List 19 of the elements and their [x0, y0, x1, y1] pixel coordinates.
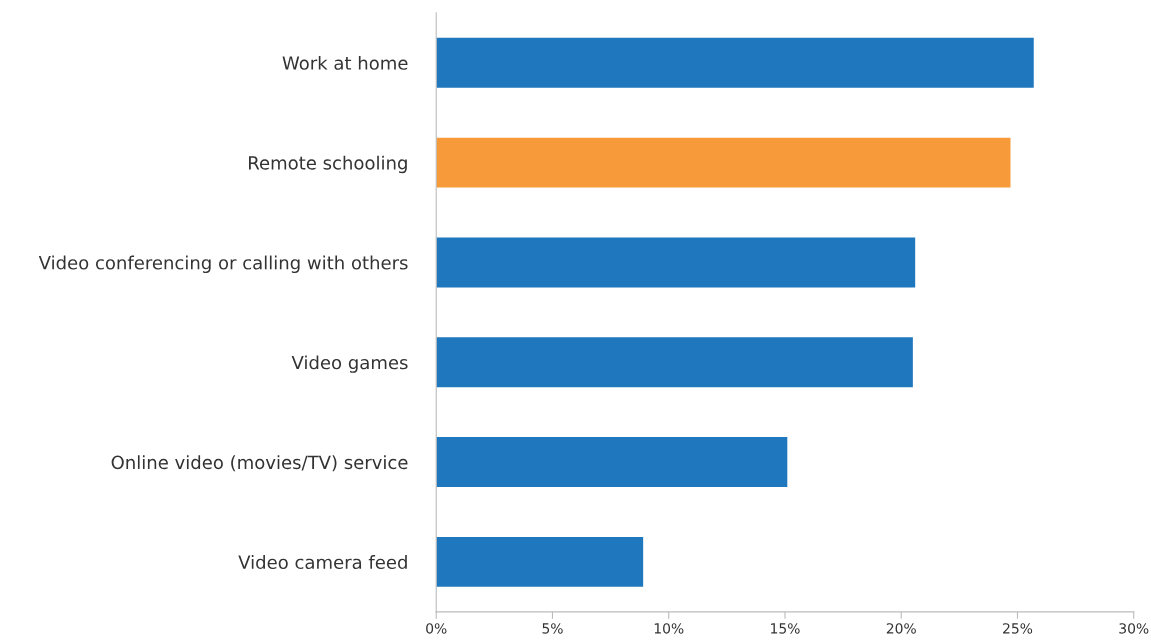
x-tick-label: 20%: [886, 623, 916, 634]
x-tick-label: 25%: [1003, 623, 1033, 634]
x-tick-label: 10%: [654, 623, 684, 634]
x-tick-label: 5%: [542, 623, 563, 634]
bar: [436, 536, 644, 587]
y-tick-label: Remote schooling: [249, 155, 407, 174]
x-tick-label: 0%: [426, 623, 447, 634]
y-tick-label: Video camera feed: [238, 555, 407, 570]
bar: [436, 337, 913, 388]
x-tick-label: 30%: [1119, 623, 1149, 634]
bar: [436, 437, 788, 488]
x-tick-label: 15%: [771, 623, 800, 634]
bar: [436, 37, 1034, 88]
bar: [436, 237, 916, 288]
bar: [436, 137, 1011, 188]
y-tick-label: Online video (movies/TV) service: [111, 455, 408, 472]
y-tick-label: Video conferencing or calling with others: [38, 255, 408, 274]
y-tick-label: Video games: [291, 355, 408, 373]
y-tick-label: Work at home: [282, 55, 408, 70]
